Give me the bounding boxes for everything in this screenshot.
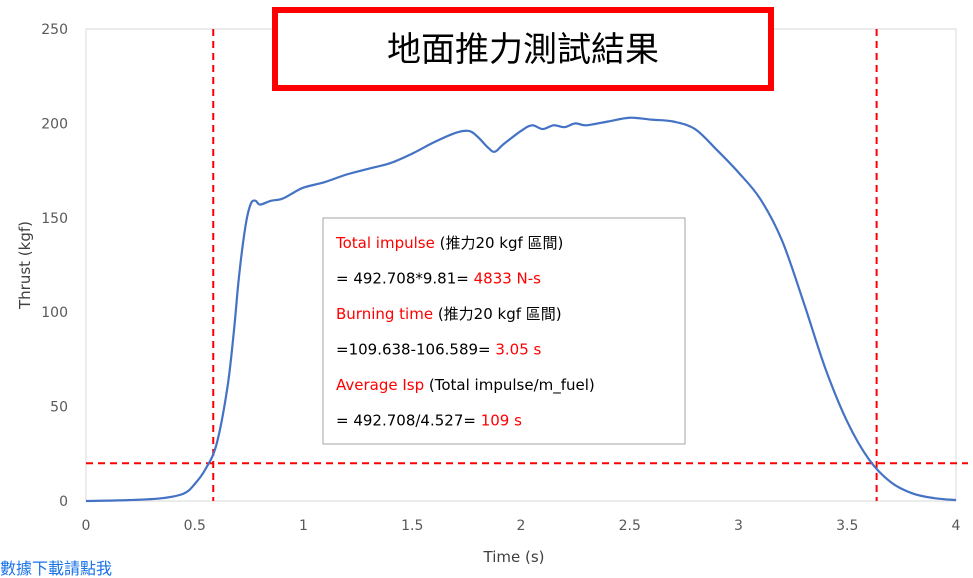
annotation-segment: Burning time — [336, 305, 433, 323]
x-tick-label: 0.5 — [184, 518, 206, 534]
data-download-link[interactable]: 數據下載請點我 — [0, 559, 113, 578]
x-tick-label: 2 — [517, 518, 526, 534]
reference-lines — [86, 29, 968, 501]
annotation-line: Average Isp (Total impulse/m_fuel) — [336, 376, 595, 395]
annotation-line: Total impulse (推力20 kgf 區間) — [335, 234, 563, 252]
annotation-segment: (Total impulse/m_fuel) — [424, 376, 595, 395]
annotation-segment: (推力20 kgf 區間) — [435, 234, 564, 252]
x-axis-label: Time (s) — [483, 548, 545, 566]
annotation-line: Burning time (推力20 kgf 區間) — [336, 305, 562, 323]
x-tick-label: 0 — [82, 518, 91, 534]
y-tick-label: 250 — [41, 22, 68, 38]
annotation-line: =109.638-106.589= 3.05 s — [336, 341, 542, 359]
x-tick-label: 1 — [299, 518, 308, 534]
y-tick-label: 150 — [41, 211, 68, 227]
annotation-border — [322, 217, 686, 445]
annotation-segment: = 492.708*9.81= — [336, 270, 474, 288]
annotation-line: = 492.708/4.527= 109 s — [336, 412, 522, 430]
y-tick-label: 50 — [50, 400, 68, 416]
annotation-text: Total impulse (推力20 kgf 區間) = 492.708*9.8… — [335, 234, 595, 430]
annotation-segment: =109.638-106.589= — [336, 341, 495, 359]
x-axis-ticks: 0 0.5 1 1.5 2 2.5 3 3.5 4 — [82, 518, 961, 534]
annotation-segment: 109 s — [481, 412, 522, 430]
annotation-line: = 492.708*9.81= 4833 N-s — [336, 270, 541, 288]
y-axis-label: Thrust (kgf) — [16, 221, 34, 310]
x-tick-label: 3.5 — [836, 518, 858, 534]
y-tick-label: 100 — [41, 305, 68, 321]
annotation-segment: 3.05 s — [495, 341, 541, 359]
annotation-box: Total impulse (推力20 kgf 區間) = 492.708*9.8… — [322, 217, 686, 445]
annotation-segment: Average Isp — [336, 376, 424, 394]
annotation-segment: Total impulse — [335, 234, 435, 252]
y-tick-label: 200 — [41, 116, 68, 132]
y-tick-label: 0 — [59, 494, 68, 510]
annotation-segment: 4833 N-s — [474, 270, 542, 288]
y-axis-ticks: 0 50 100 150 200 250 — [41, 22, 68, 510]
chart-title: 地面推力測試結果 — [387, 30, 659, 70]
x-tick-label: 3 — [734, 518, 743, 534]
annotation-segment: (推力20 kgf 區間) — [433, 305, 562, 323]
title-border — [272, 7, 774, 91]
x-tick-label: 2.5 — [619, 518, 641, 534]
thrust-series-line — [85, 116, 957, 503]
annotation-segment: = 492.708/4.527= — [336, 412, 481, 430]
x-tick-label: 1.5 — [401, 518, 423, 534]
chart-title-box: 地面推力測試結果 — [272, 7, 774, 91]
x-tick-label: 4 — [952, 518, 961, 534]
